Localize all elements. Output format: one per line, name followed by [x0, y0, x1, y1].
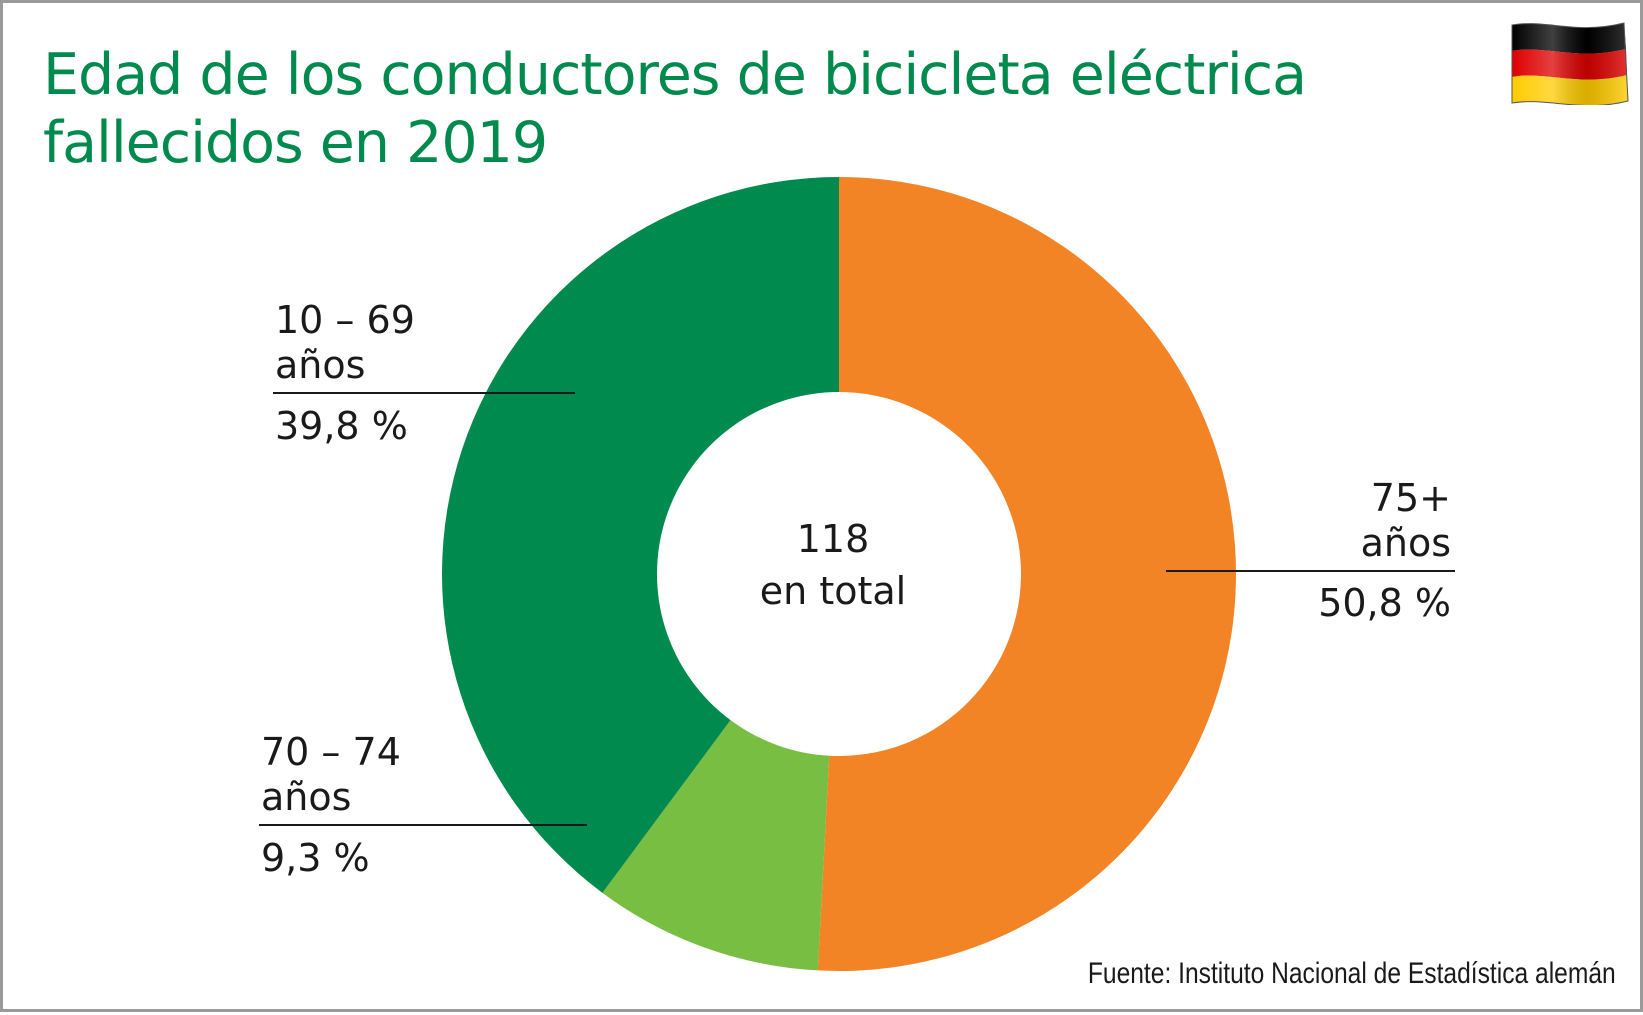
slice-label-10-69-unit: años [275, 343, 365, 387]
donut-chart: 118 en total 75+ años 50,8 % 10 – 69 año… [259, 177, 1455, 971]
chart-title-line-1: Edad de los conductores de bicicleta elé… [43, 42, 1307, 108]
slice-label-75plus: 75+ años 50,8 % [1166, 476, 1455, 625]
chart-title-line-2: fallecidos en 2019 [43, 110, 548, 176]
source-note: Fuente: Instituto Nacional de Estadístic… [1088, 957, 1616, 990]
slice-label-70-74-name: 70 – 74 [261, 730, 401, 774]
center-total-label: en total [760, 569, 906, 613]
donut-slices [442, 177, 1237, 971]
donut-slice-10-69 [442, 177, 839, 893]
chart-title: Edad de los conductores de bicicleta elé… [43, 41, 1423, 177]
slice-label-10-69-value: 39,8 % [275, 404, 408, 448]
slice-label-70-74: 70 – 74 años 9,3 % [259, 730, 587, 880]
slice-label-70-74-unit: años [261, 775, 351, 819]
germany-flag-icon [1511, 22, 1629, 105]
donut-slice-75plus [817, 177, 1237, 971]
slice-label-75plus-unit: años [1361, 521, 1451, 565]
slice-label-10-69: 10 – 69 años 39,8 % [273, 298, 575, 448]
slice-label-10-69-name: 10 – 69 [275, 298, 415, 342]
slice-label-75plus-value: 50,8 % [1318, 581, 1451, 625]
slice-label-70-74-value: 9,3 % [261, 836, 370, 880]
donut-slice-70-74 [602, 720, 830, 971]
slice-label-75plus-name: 75+ [1371, 476, 1451, 520]
donut-center: 118 en total [760, 517, 906, 613]
center-total-value: 118 [797, 517, 870, 561]
